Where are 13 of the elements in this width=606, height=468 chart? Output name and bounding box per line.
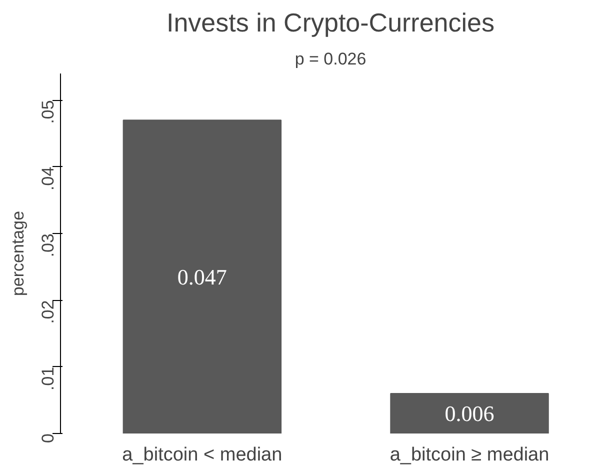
- y-axis-title: percentage: [8, 210, 28, 296]
- data-label: 0.047: [177, 264, 227, 290]
- y-tick-label: .04: [38, 166, 58, 190]
- y-tick-label: .03: [38, 233, 58, 258]
- data-label: 0.006: [444, 401, 494, 426]
- chart-subtitle: p = 0.026: [294, 50, 366, 68]
- y-tick-label: .01: [38, 366, 58, 390]
- x-tick-label: a_bitcoin ≥ median: [390, 444, 550, 466]
- x-tick-label: a_bitcoin < median: [122, 444, 282, 466]
- y-tick-label: .05: [38, 100, 58, 124]
- y-tick-label: .02: [38, 300, 58, 324]
- chart-title: Invests in Crypto-Currencies: [166, 8, 494, 38]
- y-tick-label: 0: [38, 433, 58, 443]
